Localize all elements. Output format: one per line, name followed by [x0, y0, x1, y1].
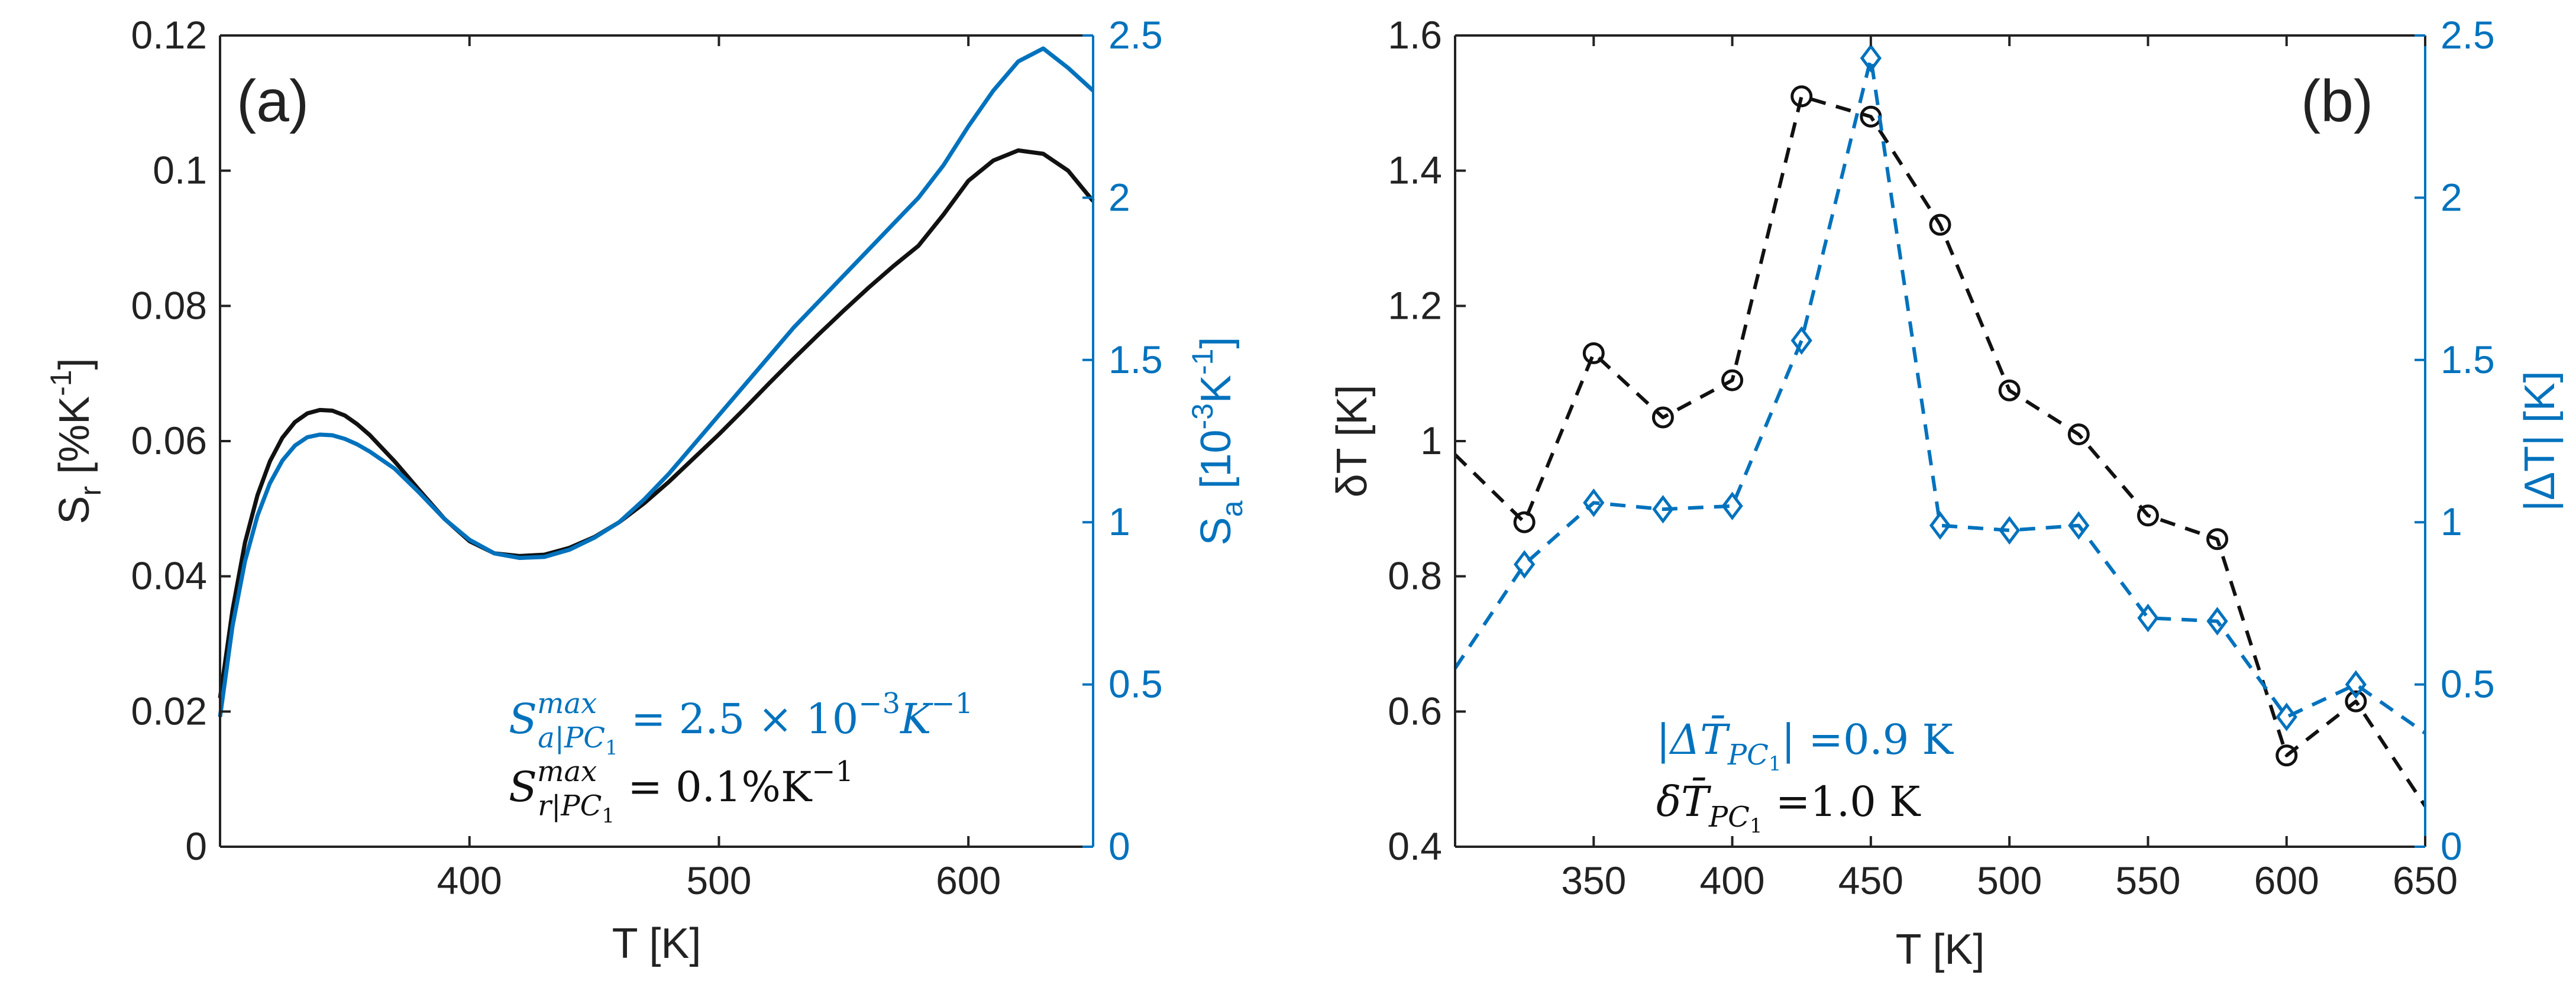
panel-b-marker-diamond-10 [2206, 607, 2228, 636]
panel-a-ytick-left-label: 0.04 [131, 554, 207, 598]
panel-a-series-line-1 [218, 46, 1095, 717]
panel-b-marker-circle-7 [1998, 379, 2021, 401]
panel-b-xtick-label: 600 [2254, 859, 2319, 902]
panel-b-marker-circle-11 [2276, 744, 2298, 767]
panel-b-series-line-1 [1453, 56, 2426, 735]
panel-a-xlabel: T [K] [612, 920, 702, 967]
panel-b-ylabel-right: |ΔT| [K] [2516, 371, 2564, 511]
panel-b-marker-diamond-1 [1583, 488, 1605, 517]
panel-a-annotation-sr: Smax r|PC1 = 0.1%K−1 [509, 755, 854, 828]
panel-b-ytick-right-label: 0.5 [2441, 662, 2495, 706]
panel-a-ytick-right-label: 0 [1108, 824, 1130, 868]
panel-b-marker-diamond-4 [1790, 326, 1812, 355]
panel-a-ytick-left-label: 0.12 [131, 13, 207, 57]
panel-b-series [1453, 44, 2427, 808]
panel-b-marker-diamond-6 [1929, 511, 1951, 540]
panel-b-ytick-left-label: 1.2 [1388, 283, 1442, 327]
panel-b: 350 400 450 500 550 600 650 0.4 0.6 0.8 1 1.2 1.4 1.6… [1329, 13, 2564, 973]
panel-b-ytick-left-label: 1.4 [1388, 148, 1442, 192]
panel-a-xtick-label: 400 [437, 859, 502, 902]
panel-a-ytick-left-label: 0 [185, 824, 207, 868]
panel-b-axes: 350 400 450 500 550 600 650 0.4 0.6 0.8 1 1.2 1.4 1.6… [1388, 13, 2495, 902]
panel-a-ytick-left-label: 0.06 [131, 419, 207, 462]
panel-a: 400 500 600 0 0.02 0.04 0.06 0.08 0.1 0.12 0 0.5 1 1.… [44, 13, 1249, 967]
panel-a-label: (a) [237, 68, 309, 134]
panel-b-marker-diamond-3 [1721, 491, 1743, 520]
panel-b-xtick-label: 350 [1561, 859, 1626, 902]
panel-b-ytick-left-label: 0.6 [1388, 689, 1442, 733]
panel-b-ytick-right-label: 2.5 [2441, 13, 2495, 57]
panel-a-annotation-sa: Smax a|PC1 = 2.5 × 10−3K−1 [509, 687, 973, 760]
panel-b-xlabel: T [K] [1896, 926, 1985, 973]
panel-b-marker-diamond-12 [2345, 670, 2367, 699]
panel-b-marker-diamond-9 [2137, 603, 2159, 633]
panel-a-ytick-right-label: 0.5 [1108, 662, 1163, 706]
panel-b-xtick-label: 650 [2393, 859, 2458, 902]
panel-b-annotation-abs: |ΔT̄PC1| =0.9 K [1656, 715, 1954, 776]
panel-b-marker-circle-4 [1790, 85, 1813, 108]
panel-b-ytick-left-label: 1 [1420, 419, 1442, 462]
panel-b-marker-circle-9 [2137, 504, 2159, 527]
panel-a-ytick-right-label: 1 [1108, 500, 1130, 543]
panel-a-ytick-right-label: 2.5 [1108, 13, 1163, 57]
panel-a-ytick-right-label: 1.5 [1108, 338, 1163, 381]
panel-b-marker-circle-0 [1513, 511, 1536, 533]
panel-b-marker-diamond-0 [1514, 550, 1536, 579]
panel-b-ytick-left-label: 0.4 [1388, 824, 1442, 868]
panel-b-marker-circle-6 [1929, 213, 1951, 236]
panel-b-ylabel-left: δT [K] [1329, 385, 1376, 498]
panel-a-ytick-left-label: 0.08 [131, 283, 207, 327]
panel-b-marker-diamond-2 [1652, 495, 1674, 524]
panel-a-ytick-left-label: 0.1 [153, 148, 207, 192]
panel-b-marker-diamond-11 [2276, 702, 2297, 731]
panel-a-xtick-label: 600 [936, 859, 1001, 902]
panel-b-plot-area [1455, 35, 2425, 847]
panel-b-marker-diamond-7 [1999, 516, 2021, 545]
panel-b-xtick-label: 500 [1977, 859, 2042, 902]
panel-b-marker-circle-10 [2206, 528, 2229, 550]
panel-b-ytick-right-label: 1 [2441, 500, 2462, 543]
panel-b-xtick-label: 450 [1838, 859, 1903, 902]
panel-a-axes: 400 500 600 0 0.02 0.04 0.06 0.08 0.1 0.12 0 0.5 1 1.… [131, 13, 1163, 902]
panel-b-ytick-right-label: 0 [2441, 824, 2462, 868]
panel-b-annotation-delta: δT̄PC1 =1.0 K [1656, 777, 1921, 838]
panel-b-xtick-label: 400 [1700, 859, 1765, 902]
panel-b-marker-circle-1 [1582, 342, 1605, 364]
panel-b-marker-diamond-5 [1860, 44, 1882, 73]
panel-b-marker-circle-2 [1651, 406, 1674, 429]
panel-a-ylabel-right: Sa [10-3K-1] [1186, 337, 1249, 546]
panel-b-ytick-right-label: 1.5 [2441, 338, 2495, 381]
panel-b-marker-diamond-8 [2068, 511, 2090, 540]
panel-b-marker-circle-3 [1721, 369, 1744, 391]
panel-a-ytick-right-label: 2 [1108, 175, 1130, 219]
panel-b-marker-circle-8 [2067, 423, 2090, 446]
panel-a-ylabel-left: Sr [%K-1] [44, 358, 107, 524]
panel-b-xtick-label: 550 [2115, 859, 2180, 902]
panel-b-marker-circle-12 [2345, 690, 2367, 713]
panel-b-ytick-right-label: 2 [2441, 175, 2462, 219]
panel-b-ytick-left-label: 1.6 [1388, 13, 1442, 57]
panel-a-plot-area [220, 35, 1093, 847]
panel-b-ytick-left-label: 0.8 [1388, 554, 1442, 598]
panel-a-ytick-left-label: 0.02 [131, 689, 207, 733]
panel-b-label: (b) [2301, 68, 2373, 134]
panel-a-series [218, 46, 1095, 717]
panel-a-xtick-label: 500 [686, 859, 751, 902]
